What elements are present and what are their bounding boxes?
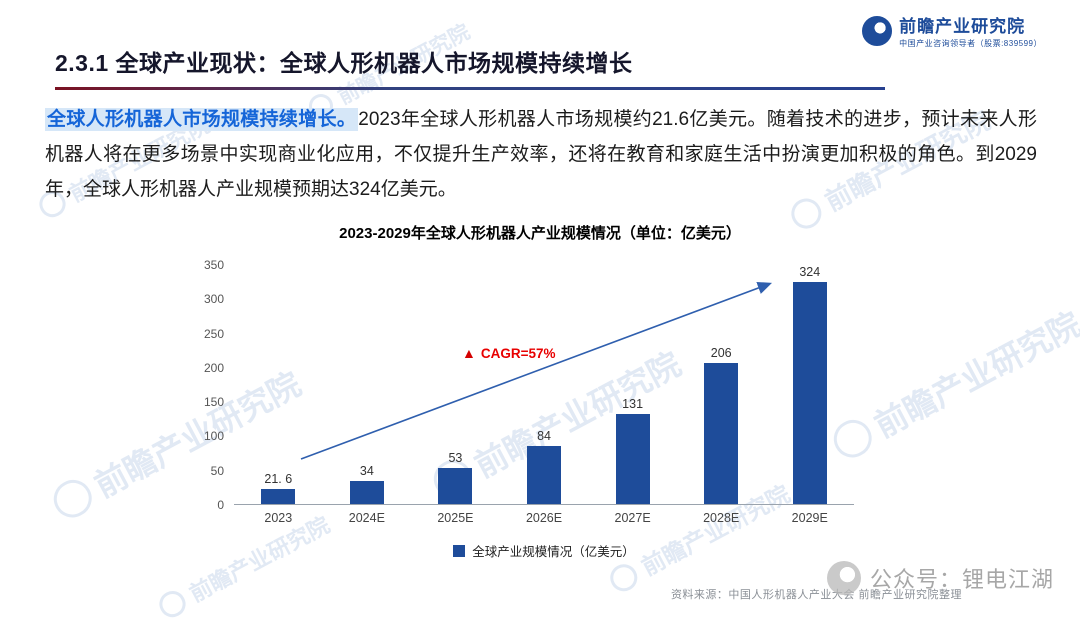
publisher-logo: 前瞻产业研究院 中国产业咨询领导者（股票:839599） <box>862 12 1042 49</box>
cagr-annotation: ▲ CAGR=57% <box>462 345 556 361</box>
x-label-2027E: 2027E <box>614 511 651 525</box>
publisher-tagline: 中国产业咨询领导者（股票:839599） <box>899 39 1042 48</box>
x-label-2025E: 2025E <box>437 511 474 525</box>
bar-2029E <box>792 282 827 504</box>
intro-paragraph: 全球人形机器人市场规模持续增长。 2023年全球人形机器人市场规模约21.6亿美元… <box>45 102 1037 207</box>
x-axis: 2023 2024E 2025E 2026E 2027E 2028E 2029E <box>234 511 854 525</box>
y-tick-100: 100 <box>203 429 224 444</box>
x-label-2023: 2023 <box>264 511 293 525</box>
y-tick-300: 300 <box>203 292 224 307</box>
y-tick-200: 200 <box>203 360 224 375</box>
legend-swatch <box>453 544 466 557</box>
y-axis: 0 50 100 150 200 250 300 350 <box>190 258 234 512</box>
intro-lead: 全球人形机器人市场规模持续增长。 <box>45 108 359 131</box>
source-note: 资料来源：中国人形机器人产业大会 前瞻产业研究院整理 <box>670 589 962 601</box>
bar-value-label: 324 <box>799 265 821 279</box>
chart-title: 2023-2029年全球人形机器人产业规模情况（单位：亿美元） <box>339 225 741 242</box>
legend-label: 全球产业规模情况（亿美元） <box>472 545 635 559</box>
bar-value-label: 131 <box>622 397 644 412</box>
bar-column-2024E: 34 <box>323 265 412 504</box>
intro-body: 2023年全球人形机器人市场规模约21.6亿美元。随着技术的进步，预计未来人形机… <box>45 109 1037 201</box>
cagr-label: CAGR=57% <box>480 345 556 361</box>
publisher-name: 前瞻产业研究院 <box>899 17 1026 36</box>
bar-2026E <box>527 446 562 504</box>
y-tick-50: 50 <box>210 463 224 478</box>
x-label-2026E: 2026E <box>525 511 563 525</box>
bar-column-2023: 21. 6 <box>234 265 323 504</box>
y-tick-0: 0 <box>217 498 224 512</box>
bar-2027E <box>615 414 650 504</box>
x-label-2029E: 2029E <box>791 511 828 525</box>
bar-2028E <box>704 362 739 504</box>
bar-value-label: 34 <box>359 463 374 478</box>
bar-value-label: 53 <box>448 450 463 465</box>
x-label-2024E: 2024E <box>348 511 385 525</box>
bar-column-2025E: 53 <box>411 265 500 504</box>
y-tick-350: 350 <box>203 258 224 272</box>
publisher-logo-text: 前瞻产业研究院 中国产业咨询领导者（股票:839599） <box>899 12 1042 49</box>
channel-watermark-icon <box>826 561 861 595</box>
page-title: 2.3.1 全球产业现状：全球人形机器人市场规模持续增长 <box>55 50 633 76</box>
cagr-triangle-icon: ▲ <box>462 345 476 361</box>
slide: 前瞻产业研究院 中国产业咨询领导者（股票:839599） 2.3.1 全球产业现… <box>45 12 1054 601</box>
bar-value-label: 84 <box>537 429 551 444</box>
publisher-logo-icon <box>862 15 893 46</box>
bar-column-2028E: 206 <box>677 265 766 504</box>
bar-column-2029E: 324 <box>765 265 854 504</box>
bar-2025E <box>438 467 473 504</box>
header: 2.3.1 全球产业现状：全球人形机器人市场规模持续增长 <box>55 44 885 90</box>
y-tick-250: 250 <box>203 326 224 341</box>
chart-legend: 全球产业规模情况（亿美元） <box>234 541 854 560</box>
bar-2023 <box>261 489 296 504</box>
bar-value-label: 206 <box>710 345 732 360</box>
bar-value-label: 21. 6 <box>264 472 293 487</box>
title-underline <box>55 87 885 90</box>
bar-column-2026E: 84 <box>500 265 589 504</box>
y-tick-150: 150 <box>203 395 224 410</box>
bar-column-2027E: 131 <box>588 265 677 504</box>
channel-watermark: 公众号：锂电江湖 <box>826 561 1054 595</box>
channel-watermark-text: 公众号：锂电江湖 <box>869 567 1054 592</box>
x-label-2028E: 2028E <box>703 511 740 525</box>
plot-area: ▲ CAGR=57% 21. 6 34 53 84 131 206 324 <box>234 265 854 505</box>
chart-body: 0 50 100 150 200 250 300 350 ▲ CAGR=57% 21. 6 34… <box>190 258 890 512</box>
bar-2024E <box>349 480 384 504</box>
bar-chart: 2023-2029年全球人形机器人产业规模情况（单位：亿美元） 0 50 100 15… <box>190 222 890 560</box>
